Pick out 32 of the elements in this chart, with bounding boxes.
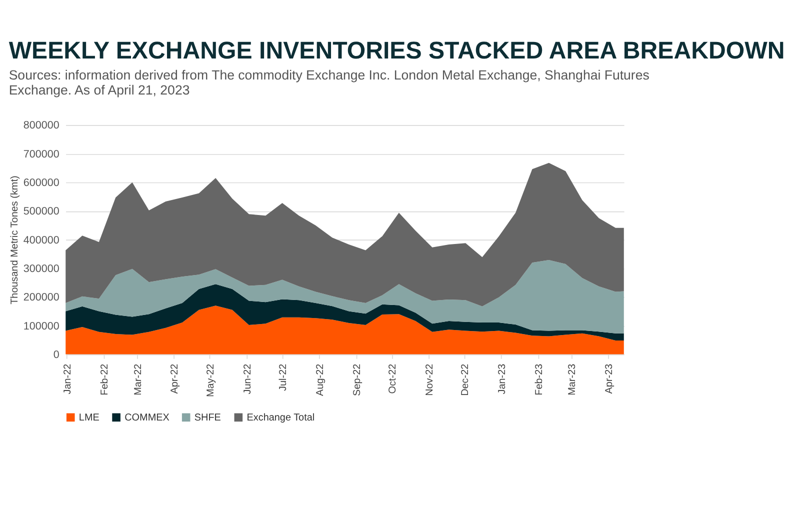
y-tick-label: 100000 [23,320,60,332]
x-tick-label: Jan-23 [497,363,508,394]
x-tick-label: Apr-23 [604,363,616,394]
x-tick-label: Jan-22 [62,363,74,394]
x-tick-label: Mar-22 [132,363,144,396]
y-tick-label: 400000 [23,234,60,246]
y-tick-label: 700000 [23,148,60,160]
x-tick-label: Aug-22 [314,363,326,396]
x-tick-label: May-22 [205,363,216,398]
x-tick-label: Dec-22 [460,363,472,396]
y-tick-label: 200000 [23,292,60,304]
x-tick-label: Apr-22 [170,363,181,394]
legend-label: LME [78,412,100,424]
x-tick-label: Feb-23 [534,363,545,396]
x-tick-label: Sep-22 [352,363,363,396]
chart-title: WEEKLY EXCHANGE INVENTORIES STACKED AREA BREAKDOWN [8,38,785,65]
x-tick-label: Mar-23 [567,363,578,396]
x-tick-label: Jul-22 [278,363,290,391]
x-tick-label: Nov-22 [424,363,436,396]
y-axis-title: Thousand Metric Tones (kmt) [10,176,21,304]
x-tick-label: Oct-22 [388,363,399,394]
y-tick-label: 500000 [23,206,60,218]
y-tick-label: 300000 [23,263,60,276]
y-tick-label: 800000 [23,120,60,132]
x-tick-label: Feb-22 [99,363,110,396]
y-tick-label: 600000 [23,177,60,190]
legend-label: Exchange Total [246,412,315,424]
legend-label: COMMEX [124,412,170,424]
x-tick-label: Jun-22 [242,363,254,394]
y-tick-label: 0 [53,349,60,362]
legend-label: SHFE [194,412,222,424]
chart-subtitle: Sources: information derived from The commodity Exchange Inc. London Metal Exchange, Shanghai Futures Exchange. As of April 21, 2023 [8,67,650,98]
